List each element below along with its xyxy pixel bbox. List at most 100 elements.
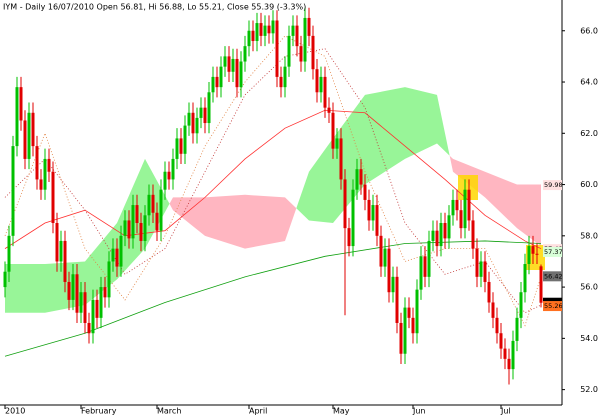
candle-body [123, 220, 127, 236]
candle-body [31, 112, 35, 147]
y-tick-label: 52.0 [580, 385, 598, 394]
candle-body [171, 158, 175, 180]
candle-body [407, 307, 411, 318]
price-label-box [543, 246, 562, 257]
highlight-box [526, 245, 545, 270]
cloud-segment [485, 171, 517, 229]
candle-body [75, 274, 79, 313]
cloud-segment [173, 197, 205, 236]
candle-body [323, 76, 327, 108]
y-tick-label: 54.0 [580, 334, 598, 343]
candle-body [507, 358, 511, 370]
candle-body [443, 223, 447, 239]
candle-body [503, 348, 507, 359]
candle-body [427, 240, 431, 277]
candle-body [147, 194, 151, 216]
candle-body [351, 189, 355, 247]
y-tick-label: 60.0 [580, 180, 598, 189]
candle-body [479, 261, 483, 277]
price-label: 55.26 [544, 302, 563, 310]
candle-body [327, 107, 331, 113]
x-tick-label: March [157, 407, 181, 416]
candle-body [35, 146, 39, 180]
candle-body [395, 276, 399, 323]
candle-body [463, 189, 467, 229]
candle-body [467, 189, 471, 221]
candle-body [155, 212, 159, 231]
candle-body [491, 302, 495, 318]
candle-body [539, 266, 543, 303]
candle-body [431, 230, 435, 241]
candle-body [287, 35, 291, 67]
cloud-segment [285, 197, 297, 241]
candle-body [215, 76, 219, 88]
candle-body [307, 17, 311, 36]
cloud-segment [517, 184, 541, 247]
candle-body [59, 240, 63, 262]
candle-body [223, 56, 227, 67]
candle-body [135, 205, 139, 224]
candle-body [331, 112, 335, 149]
candle-body [519, 292, 523, 318]
candle-body [267, 25, 271, 34]
candle-body [363, 184, 367, 200]
cloud-segment [117, 158, 145, 280]
candle-body [159, 189, 163, 231]
cloud-segment [449, 155, 453, 172]
candle-body [255, 23, 259, 42]
candle-body [39, 179, 43, 190]
y-tick-label: 62.0 [580, 129, 598, 138]
candle-body [511, 340, 515, 370]
price-label-box [543, 271, 562, 282]
candle-body [199, 107, 203, 118]
candle-body [71, 274, 75, 300]
candle-body [227, 56, 231, 72]
candle-body [439, 223, 443, 247]
candle-body [495, 317, 499, 334]
candle-body [115, 248, 119, 267]
candle-body [399, 322, 403, 354]
cloud-segment [365, 87, 405, 185]
candle-body [83, 292, 87, 323]
candle-body [339, 138, 343, 180]
candle-body [515, 317, 519, 341]
candle-body [311, 35, 315, 70]
candle-body [403, 307, 407, 354]
candle-body [23, 120, 27, 159]
cloud-segment [169, 197, 173, 211]
candle-body [235, 58, 239, 88]
candle-body [291, 25, 295, 36]
candle-body [79, 292, 83, 313]
candle-body [7, 235, 11, 272]
candle-body [383, 248, 387, 267]
cloud-layer [5, 87, 541, 313]
candle-body [387, 248, 391, 293]
price-label: 57.37 [544, 248, 563, 256]
y-tick-label: 58.0 [580, 231, 598, 240]
candle-body [295, 25, 299, 47]
candle-body [411, 317, 415, 334]
candle-body [179, 138, 183, 154]
candle-body [203, 107, 207, 124]
candle-body [359, 169, 363, 185]
candle-body [91, 299, 95, 334]
candle-body [527, 246, 531, 265]
candle-body [451, 199, 455, 216]
candle-body [459, 210, 463, 229]
x-tick-label: Jul [500, 407, 511, 416]
candle-body [43, 158, 47, 190]
candle-body [379, 235, 383, 267]
candle-body [131, 205, 135, 239]
cloud-segment [5, 264, 45, 313]
candle-body [455, 199, 459, 211]
candle-body [47, 158, 51, 172]
candle-body [419, 256, 423, 290]
candle-body [11, 146, 15, 236]
candle-body [243, 46, 247, 62]
candle-body [319, 76, 323, 93]
y-tick-label: 64.0 [580, 78, 598, 87]
candle-body [335, 138, 339, 149]
candle-body [423, 256, 427, 277]
x-tick-label: May [333, 407, 350, 416]
